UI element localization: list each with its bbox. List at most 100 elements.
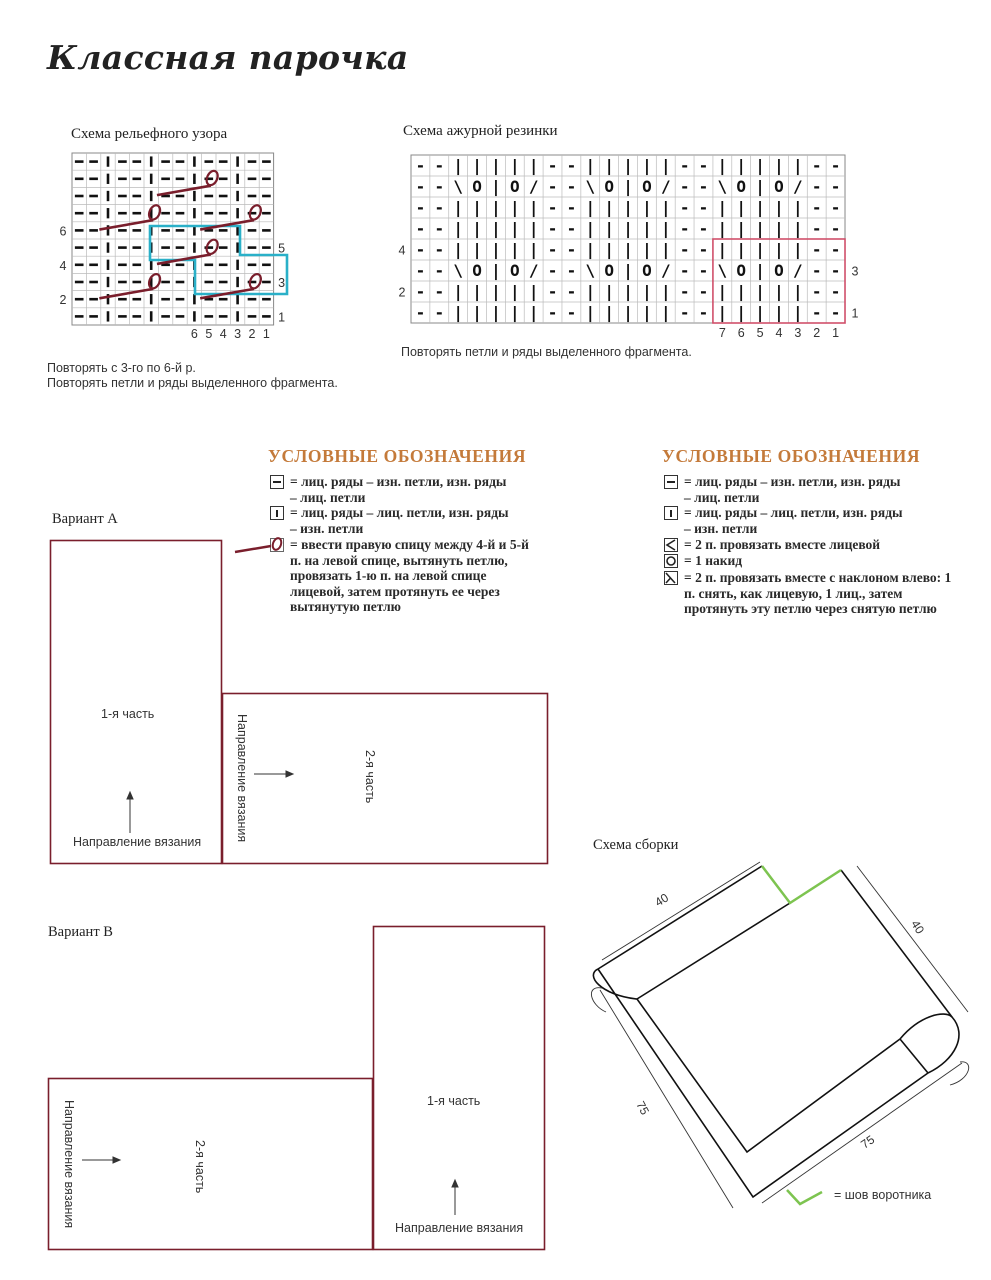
fold-arrow-right <box>949 1061 970 1086</box>
pulled-loop-tail <box>199 218 255 231</box>
pulled-loop-icon <box>234 537 284 554</box>
legend-item-ssk: = 2 п. провязать вместе с наклоном влево… <box>664 570 954 617</box>
lace-row-1: --|||||--|||||--|||||-- <box>415 303 850 322</box>
row-number: 3 <box>852 265 859 279</box>
row-number: 2 <box>60 293 67 307</box>
row-number: 4 <box>60 259 67 273</box>
knit-icon <box>270 506 284 520</box>
relief-chart-caption: Схема рельефного узора <box>71 126 228 142</box>
collar-inner-top <box>636 902 791 1000</box>
pulled-loop-icon <box>205 238 219 256</box>
stitch-number: 1 <box>263 327 270 341</box>
lace-row-7: --\O|O/--\O|O/--\O|O/-- <box>415 177 850 196</box>
stitch-number: 5 <box>757 326 764 340</box>
variant-a-diagram <box>49 539 549 865</box>
stitch-number: 3 <box>234 327 241 341</box>
variant-b-part2-rect <box>47 1077 374 1251</box>
collar-left-long-edge <box>597 968 929 1199</box>
row-number: 1 <box>278 310 285 324</box>
lace-row-4: --|||||--|||||--|||||-- <box>415 240 850 259</box>
row-number: 5 <box>278 242 285 256</box>
pulled-loop-tail <box>199 287 255 300</box>
yarn-over-icon <box>664 554 678 568</box>
ssk-icon <box>664 571 678 585</box>
pulled-loop-icon <box>248 273 262 290</box>
seam-line <box>761 865 842 905</box>
legend-item-k2tog: = 2 п. провязать вместе лицевой <box>664 537 944 553</box>
row-number: 4 <box>399 244 406 258</box>
variant-a-part2-rect <box>221 692 549 865</box>
pulled-loop-icon <box>205 169 219 187</box>
lace-row-6: --|||||--|||||--|||||-- <box>415 198 850 217</box>
legend-lace-heading: УСЛОВНЫЕ ОБОЗНАЧЕНИЯ <box>662 446 921 466</box>
variant-a-part2-label: 2-я часть <box>363 750 377 804</box>
dim-line-top-left <box>601 861 761 961</box>
variant-a-label: Вариант А <box>52 511 118 527</box>
repeat-outline <box>712 238 846 324</box>
collar-inner-l <box>636 998 901 1154</box>
repeat-outline <box>148 224 289 296</box>
stitch-number: 2 <box>813 326 820 340</box>
variant-a-direction2: Направление вязания <box>235 714 249 843</box>
pulled-loop-icon <box>248 204 262 221</box>
lace-row-5: --|||||--|||||--|||||-- <box>415 219 850 238</box>
variant-b-arrows <box>82 1156 459 1215</box>
stitch-number: 6 <box>738 326 745 340</box>
variant-a-direction1: Направление вязания <box>73 835 202 849</box>
variant-a-arrows <box>126 770 295 833</box>
fold-arrow-left <box>591 987 607 1013</box>
right-roll-inner <box>899 1038 929 1074</box>
legend-item-knit: = лиц. ряды – лиц. петли, изн. ряды – из… <box>664 505 904 536</box>
assembly-dimension-lines <box>591 861 970 1209</box>
seam-legend-line <box>786 1189 823 1206</box>
stitch-number: 5 <box>205 327 212 341</box>
k2tog-icon <box>664 538 678 552</box>
legend-item-knit: = лиц. ряды – лиц. петли, изн. ряды – из… <box>270 505 515 536</box>
pulled-loop-tail <box>156 253 212 266</box>
row-number: 1 <box>852 307 859 321</box>
stitch-number: 2 <box>249 327 256 341</box>
variant-b-diagram <box>47 925 546 1251</box>
row-number: 3 <box>278 276 285 290</box>
arrow-head <box>112 1156 122 1164</box>
lace-note: Повторять петли и ряды выделенного фрагм… <box>401 345 692 359</box>
stitch-number: 4 <box>775 326 782 340</box>
legend-item-purl: = лиц. ряды – изн. петли, изн. ряды – ли… <box>270 474 515 505</box>
legend-relief-heading: УСЛОВНЫЕ ОБОЗНАЧЕНИЯ <box>268 446 527 466</box>
variant-b-part2-label: 2-я часть <box>193 1140 207 1194</box>
relief-note-2: Повторять петли и ряды выделенного фрагм… <box>47 376 338 390</box>
purl-icon <box>664 475 678 489</box>
dim-line-top-right <box>856 865 969 1013</box>
variant-b-part1-rect <box>372 925 546 1251</box>
variant-b-direction2: Направление вязания <box>62 1100 76 1229</box>
variant-a-part1-label: 1-я часть <box>101 707 155 721</box>
row-number: 2 <box>399 286 406 300</box>
assembly-diagram <box>592 865 960 1199</box>
pulled-loop-tail <box>156 184 212 197</box>
dim-line-bottom-left <box>599 989 734 1209</box>
pulled-loop-icon <box>147 273 162 290</box>
stitch-number: 1 <box>832 326 839 340</box>
row-number: 6 <box>60 224 67 238</box>
seam-legend-text: = шов воротника <box>834 1188 932 1202</box>
stitch-number: 4 <box>220 327 227 341</box>
pulled-loop-tail <box>99 287 154 300</box>
variant-b-direction1: Направление вязания <box>395 1221 524 1235</box>
collar-outer-edge <box>597 865 763 970</box>
pulled-loop-icon <box>147 204 162 221</box>
legend-item-yarn-over: = 1 накид <box>664 553 944 569</box>
left-roll <box>592 968 638 1000</box>
collar-right-edge <box>840 869 953 1018</box>
arrow-head <box>285 770 295 778</box>
stitch-number: 3 <box>794 326 801 340</box>
page-title: Классная парочка <box>47 38 409 77</box>
lace-row-2: --|||||--|||||--|||||-- <box>415 282 850 301</box>
knit-icon <box>664 506 678 520</box>
variant-b-part1-label: 1-я часть <box>427 1094 481 1108</box>
lace-row-3: --\O|O/--\O|O/--\O|O/-- <box>415 261 850 280</box>
variant-b-label: Вариант В <box>48 924 113 940</box>
arrow-head <box>126 790 134 800</box>
legend-item-purl: = лиц. ряды – изн. петли, изн. ряды – ли… <box>664 474 904 505</box>
